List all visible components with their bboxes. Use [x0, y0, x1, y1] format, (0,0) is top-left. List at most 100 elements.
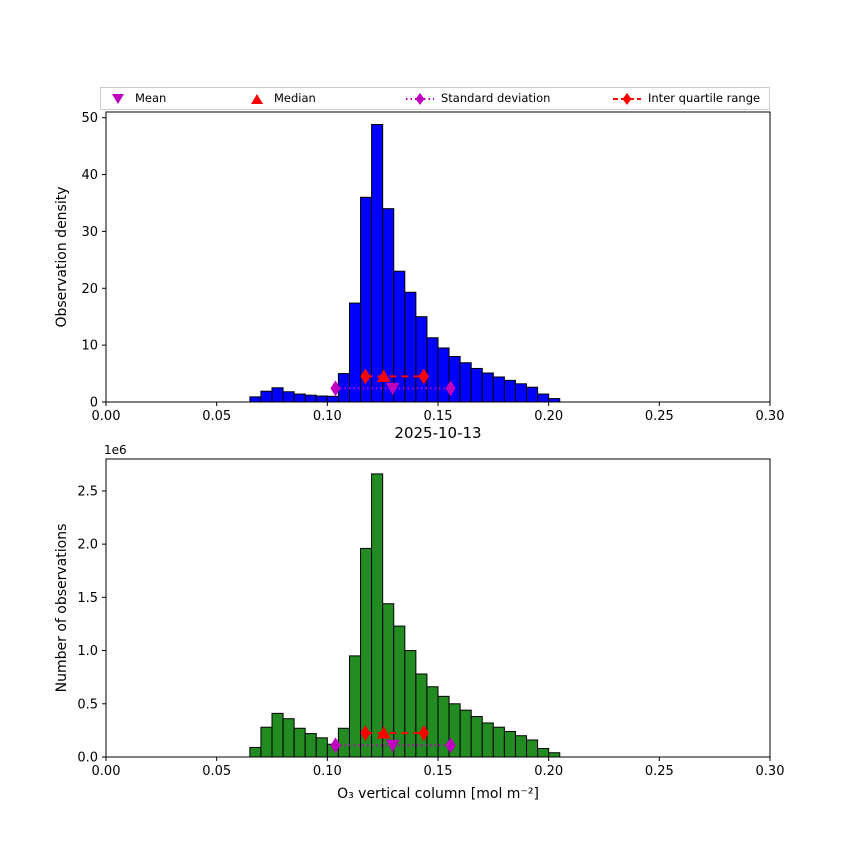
histogram-bar: [503, 730, 516, 758]
histogram-bar: [537, 393, 550, 403]
iqr-q3-marker: [418, 725, 429, 741]
histogram-bar: [326, 395, 339, 403]
histogram-bar: [304, 733, 317, 758]
histogram-bar: [249, 396, 262, 403]
legend-label: Median: [274, 91, 316, 105]
histogram-bar: [526, 739, 539, 758]
histogram-bar: [393, 270, 406, 403]
y-tick-label: 0: [90, 396, 98, 411]
histogram-bar: [459, 362, 472, 403]
std-dev-high-marker: [445, 737, 456, 754]
histogram-bar: [371, 473, 384, 758]
iqr-q1-marker: [360, 725, 371, 741]
x-tick-label: 0.05: [202, 409, 231, 424]
histogram-bar: [337, 727, 350, 758]
histogram-bar: [315, 395, 328, 403]
histogram-bar: [260, 726, 273, 758]
histogram-bar: [526, 386, 539, 403]
histogram-bar: [437, 347, 450, 403]
y-tick-label: 2.5: [77, 484, 98, 499]
x-tick-label: 0.30: [756, 764, 785, 779]
y-axis-label-bottom: Number of observations: [54, 523, 70, 693]
legend-item-inter-quartile-range: Inter quartile range: [612, 88, 760, 109]
histogram-bar: [470, 367, 483, 403]
histogram-bar: [282, 391, 295, 403]
y-tick-label: 10: [81, 339, 98, 354]
triangle-up-icon: [251, 93, 263, 104]
median-marker: [376, 369, 391, 382]
histogram-bar: [514, 735, 528, 758]
histogram-bar: [282, 718, 295, 758]
mean-marker: [385, 739, 400, 753]
histogram-bar: [404, 650, 417, 758]
y-tick-label: 40: [81, 168, 98, 183]
x-axis-label: O₃ vertical column [mol m⁻²]: [337, 786, 539, 802]
histogram-bar: [271, 712, 284, 758]
histogram-bar: [548, 398, 561, 403]
histogram-bar: [271, 387, 284, 403]
diamond-icon: [613, 92, 641, 105]
legend-item-mean: Mean: [107, 88, 166, 109]
x-tick-label: 0.25: [645, 764, 674, 779]
iqr-q1-marker: [360, 368, 371, 385]
x-tick-label: 0.30: [756, 409, 785, 424]
legend-label: Mean: [135, 91, 167, 105]
histogram-bar: [470, 716, 483, 758]
median-marker: [376, 726, 391, 739]
std-dev-low-marker: [330, 380, 341, 397]
y-tick-label: 1.5: [77, 591, 98, 606]
histogram-bar: [537, 747, 550, 758]
x-tick-label: 0.25: [645, 409, 674, 424]
histogram-bar: [548, 752, 561, 758]
histogram-bar: [348, 655, 362, 758]
y-tick-label: 0.5: [77, 697, 98, 712]
legend-label: Inter quartile range: [648, 91, 761, 105]
std-dev-low-marker: [330, 737, 341, 754]
x-tick-label: 0.20: [534, 409, 563, 424]
histogram-bar: [503, 379, 516, 403]
histogram-bar: [481, 722, 494, 758]
x-tick-label: 0.05: [202, 764, 231, 779]
legend-item-standard-deviation: Standard deviation: [405, 88, 550, 109]
y-tick-label: 0.0: [77, 751, 98, 766]
x-tick-label: 0.10: [313, 409, 342, 424]
x-tick-label: 0.15: [424, 764, 453, 779]
iqr-q3-marker: [418, 368, 429, 385]
y-axis-offset-text: 1e6: [104, 443, 127, 457]
histogram-bar: [293, 393, 306, 403]
histogram-bar: [404, 291, 417, 403]
histogram-bar: [492, 376, 505, 403]
histogram-bar: [426, 686, 439, 758]
histogram-bar: [492, 726, 505, 758]
histogram-bar: [315, 737, 328, 758]
x-tick-label: 0.00: [92, 409, 121, 424]
x-tick-label: 0.20: [534, 764, 563, 779]
std-dev-high-marker: [445, 380, 456, 397]
y-tick-label: 30: [81, 225, 98, 240]
y-tick-label: 20: [81, 282, 98, 297]
histogram-bar: [393, 625, 406, 758]
histogram-bar: [249, 746, 262, 758]
histogram-bar: [293, 727, 306, 758]
x-tick-label: 0.00: [92, 764, 121, 779]
histogram-bar: [481, 372, 494, 403]
legend: Mean Median Standard deviation Inter quarti…: [100, 87, 770, 110]
x-tick-label: 0.10: [313, 764, 342, 779]
y-tick-label: 2.0: [77, 538, 98, 553]
histogram-bar: [514, 383, 528, 403]
histogram-bar: [459, 709, 472, 758]
legend-item-median: Median: [246, 88, 316, 109]
histogram-bar: [304, 394, 317, 403]
diamond-icon: [406, 92, 434, 105]
legend-label: Standard deviation: [441, 91, 551, 105]
histogram-bar: [348, 302, 362, 403]
plot-title: 2025-10-13: [394, 424, 482, 442]
histogram-bar: [260, 390, 273, 403]
x-tick-label: 0.15: [424, 409, 453, 424]
histogram-bar: [426, 337, 439, 403]
y-tick-label: 1.0: [77, 644, 98, 659]
y-axis-label-top: Observation density: [54, 186, 70, 328]
mean-marker: [385, 382, 400, 396]
